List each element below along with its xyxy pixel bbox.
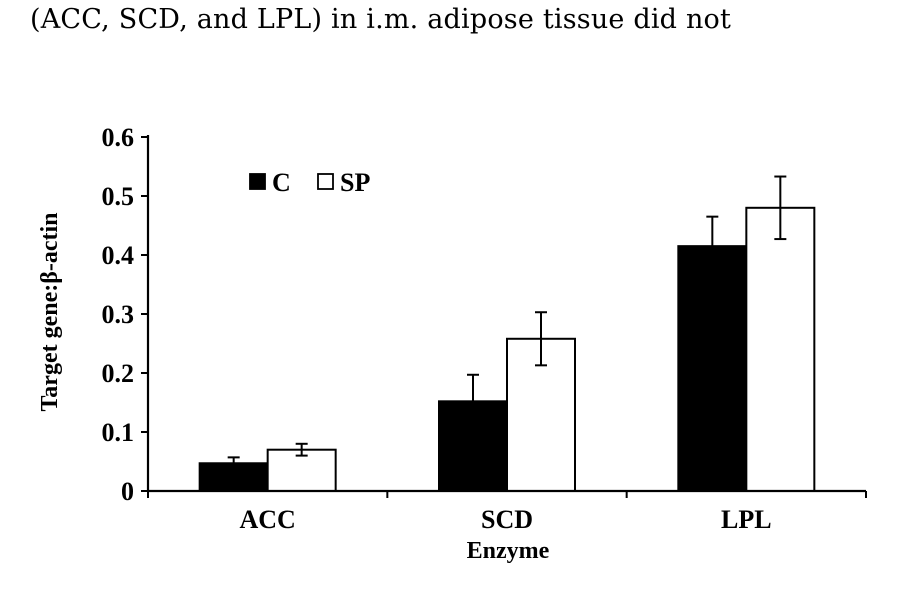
y-tick-label: 0.6 xyxy=(102,123,135,152)
x-axis-title: Enzyme xyxy=(467,538,550,564)
legend-label-c: C xyxy=(272,168,291,197)
axes-group: ACC SCD LPL 0 0.1 0.2 0.3 0.4 0.5 0.6 xyxy=(102,123,867,534)
legend-swatch-sp xyxy=(317,173,334,190)
legend-label-sp: SP xyxy=(340,168,370,197)
x-tick-label-scd: SCD xyxy=(481,505,533,534)
legend: C SP xyxy=(249,168,370,197)
x-tick-label-acc: ACC xyxy=(239,505,295,534)
y-tick-label: 0.5 xyxy=(102,182,135,211)
legend-swatch-c xyxy=(249,173,266,190)
error-bars-group xyxy=(227,175,787,471)
bars-group xyxy=(198,206,816,493)
y-tick-label: 0.4 xyxy=(102,241,135,270)
x-tick-label-lpl: LPL xyxy=(721,505,772,534)
y-tick-label: 0.1 xyxy=(102,418,135,447)
bar-c-lpl xyxy=(677,245,748,492)
bar-sp-lpl xyxy=(745,206,816,493)
y-axis-title: Target gene:β-actin xyxy=(37,212,63,411)
y-tick-label: 0.3 xyxy=(102,300,135,329)
y-tick-label: 0.2 xyxy=(102,359,135,388)
caption-text: (ACC, SCD, and LPL) in i.m. adipose tiss… xyxy=(30,4,732,35)
y-tick-label: 0 xyxy=(121,477,134,506)
